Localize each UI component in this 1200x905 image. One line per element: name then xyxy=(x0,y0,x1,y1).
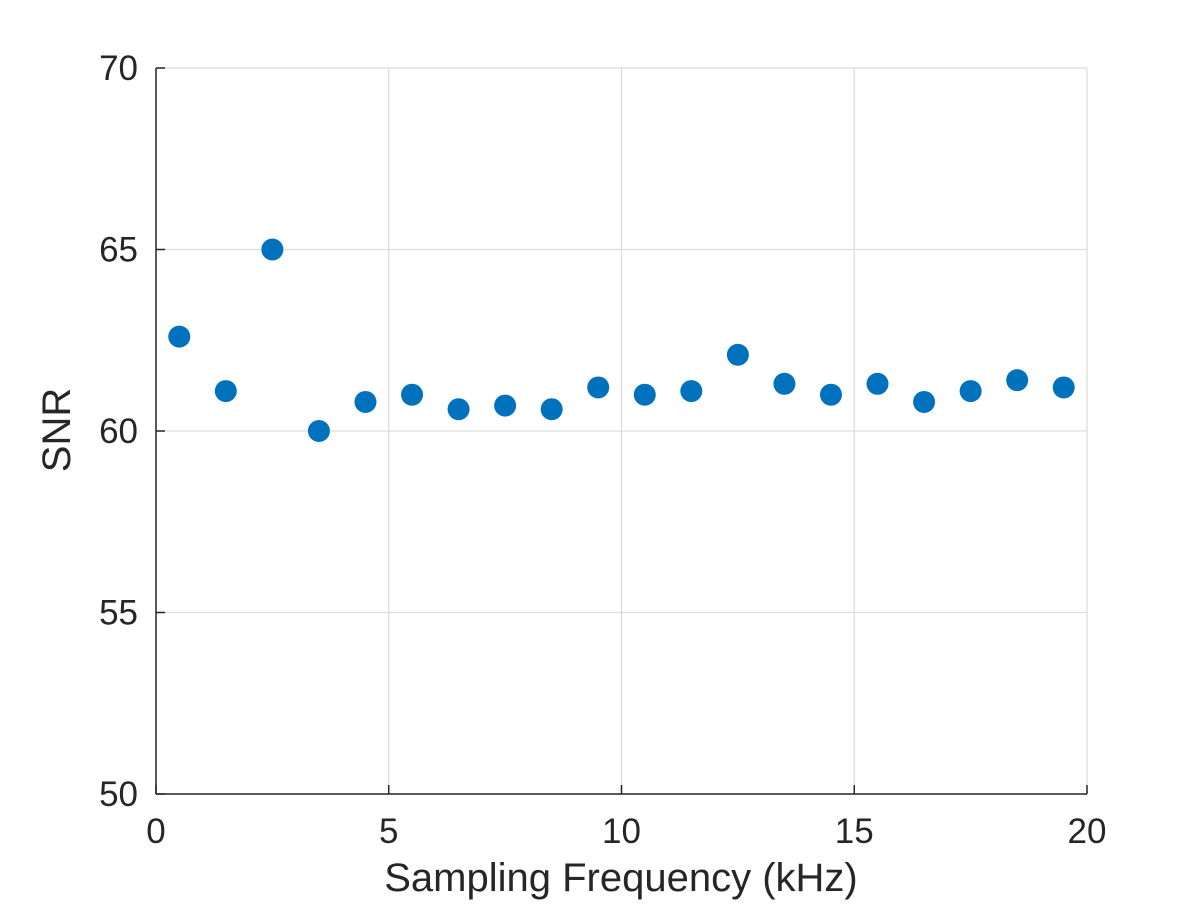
data-point xyxy=(1052,376,1075,399)
data-point xyxy=(307,420,330,442)
axes xyxy=(155,67,1088,795)
y-tick-label: 60 xyxy=(99,412,138,451)
data-point xyxy=(680,380,703,403)
data-point xyxy=(726,343,749,366)
x-tick-label: 0 xyxy=(146,812,165,851)
x-tick-label: 5 xyxy=(379,812,398,851)
data-point xyxy=(447,398,470,421)
data-point xyxy=(214,380,237,403)
data-point xyxy=(819,383,842,406)
data-point xyxy=(866,372,889,395)
data-point xyxy=(401,383,424,406)
y-axis-title: SNR xyxy=(35,388,79,472)
x-tick-label: 10 xyxy=(602,812,641,851)
x-tick-label: 20 xyxy=(1068,812,1107,851)
data-point xyxy=(261,238,284,261)
data-point xyxy=(633,383,656,406)
tick-labels: 0 5 10 15 20 50 55 60 65 70 xyxy=(99,49,1106,851)
data-points xyxy=(168,238,1075,442)
data-point xyxy=(354,390,377,413)
data-point xyxy=(587,376,610,399)
y-tick-label: 50 xyxy=(99,775,138,814)
grid-lines xyxy=(155,67,1088,795)
data-point xyxy=(1006,369,1029,392)
data-point xyxy=(959,380,982,403)
data-point xyxy=(913,390,936,413)
x-tick-label: 15 xyxy=(835,812,874,851)
data-point xyxy=(168,325,191,348)
data-point xyxy=(773,372,796,395)
x-axis-title: Sampling Frequency (kHz) xyxy=(384,856,858,900)
data-point xyxy=(540,398,563,421)
y-tick-label: 65 xyxy=(99,231,138,270)
y-tick-label: 55 xyxy=(99,594,138,633)
data-point xyxy=(494,394,517,417)
y-tick-label: 70 xyxy=(99,49,138,88)
